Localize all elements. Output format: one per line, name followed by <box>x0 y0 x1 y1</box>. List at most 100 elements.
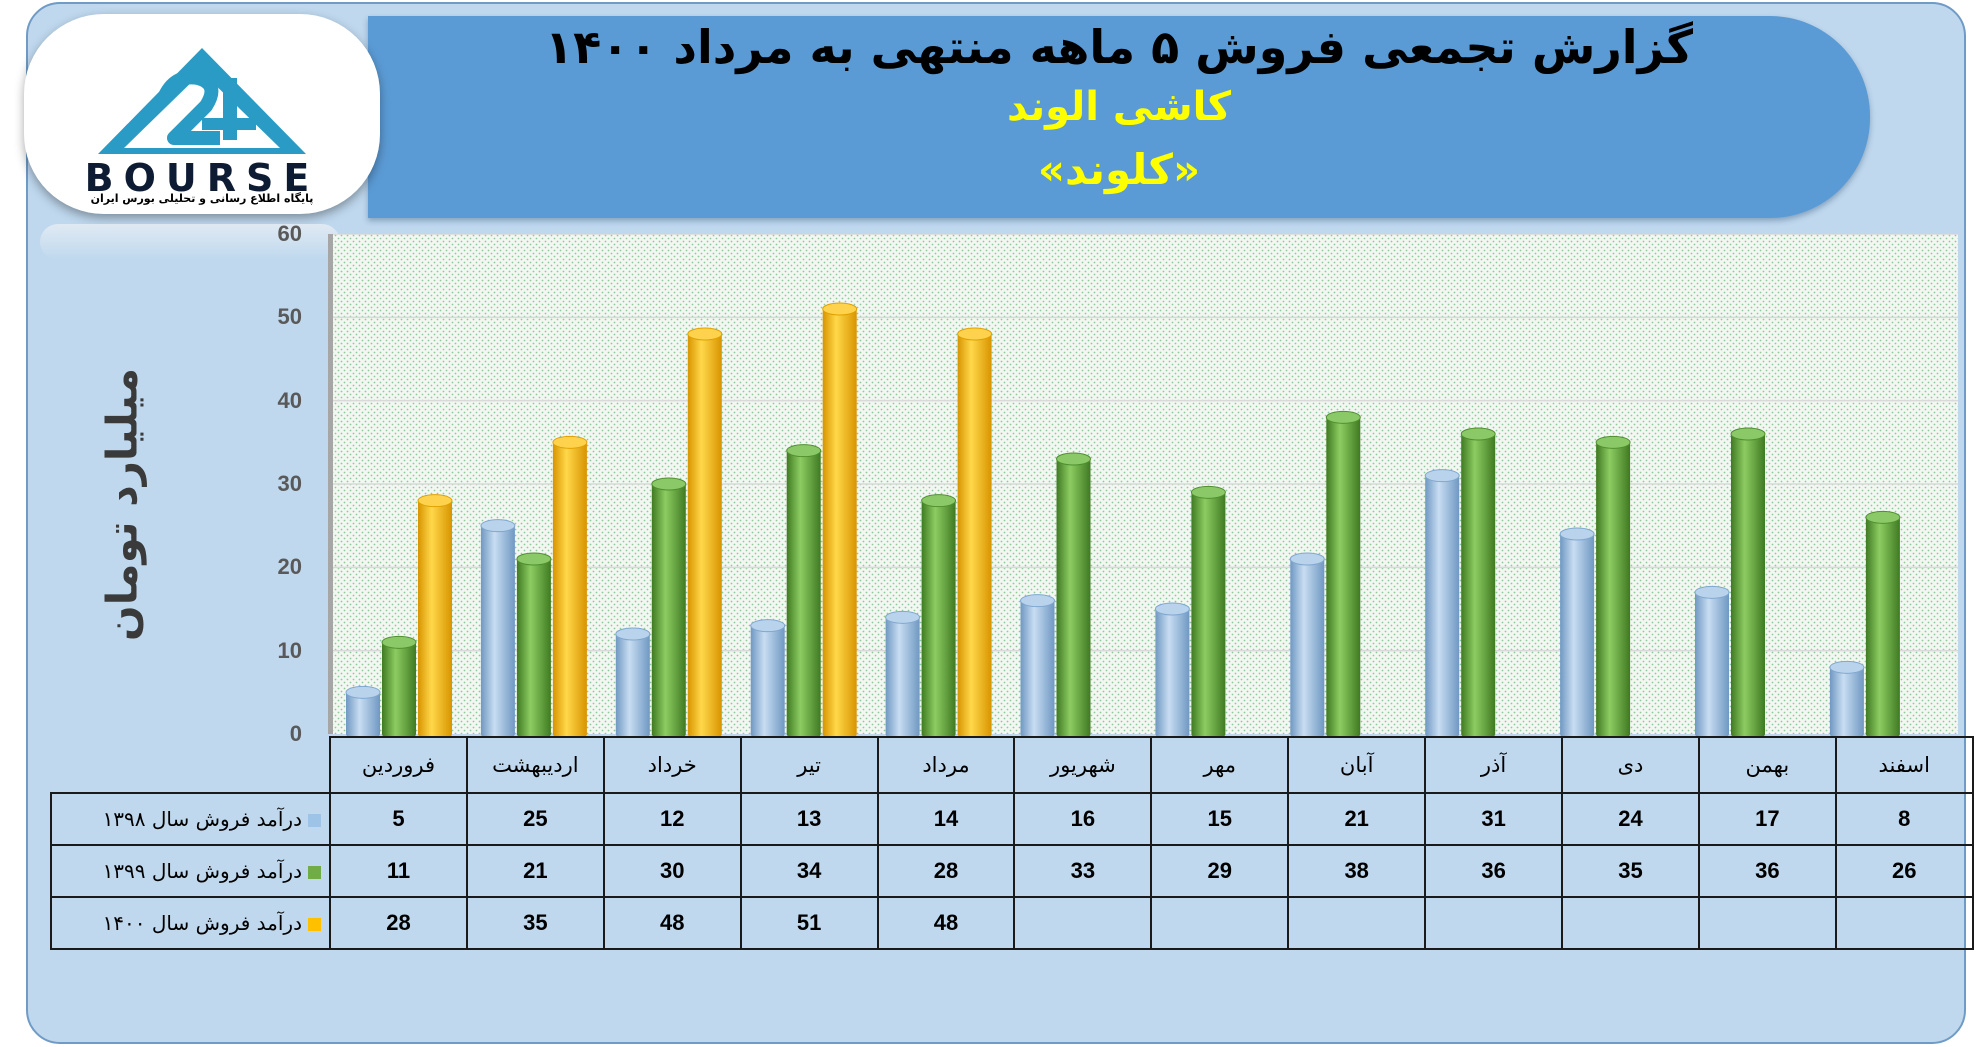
logo-subtitle: پایگاه اطلاع رسانی و تحلیلی بورس ایران <box>90 192 314 205</box>
bar <box>1289 552 1325 736</box>
table-cell <box>1424 896 1564 950</box>
bar <box>1190 485 1226 736</box>
bar <box>885 610 921 736</box>
y-tick-label: 10 <box>277 637 302 663</box>
bar <box>1865 510 1901 736</box>
table-cell: 13 <box>739 792 879 846</box>
bar <box>1424 469 1460 736</box>
table-cell: 11 <box>329 844 468 898</box>
data-table: فروردین اردیبهشت خرداد تیر مرداد شهریور مهر آبا… <box>50 736 1974 950</box>
table-cell <box>1287 896 1427 950</box>
bar <box>615 627 651 736</box>
category-label: تیر <box>739 736 879 794</box>
legend-swatch-1400 <box>308 918 321 931</box>
company-name: کاشی الوند <box>1007 84 1231 130</box>
category-label: اسفند <box>1834 736 1974 794</box>
ticker-symbol: «کلوند» <box>1037 145 1201 194</box>
legend-label-1399: درآمد فروش سال ۱۳۹۹ <box>102 859 302 883</box>
legend-swatch-1398 <box>308 814 321 827</box>
category-row: فروردین اردیبهشت خرداد تیر مرداد شهریور مهر آبا… <box>51 736 1974 794</box>
category-label: آبان <box>1287 736 1427 794</box>
bar <box>822 302 858 736</box>
y-tick-label: 60 <box>277 221 302 246</box>
table-row-1400: درآمد فروش سال ۱۴۰۰ 28 35 48 51 48 <box>50 896 1974 950</box>
table-cell: 38 <box>1287 844 1427 898</box>
table-cell: 33 <box>1013 844 1153 898</box>
legend-label-1400: درآمد فروش سال ۱۴۰۰ <box>102 911 302 935</box>
table-cell: 35 <box>465 896 605 950</box>
bar <box>345 685 381 736</box>
logo-reflection <box>40 224 340 260</box>
bar <box>957 327 993 736</box>
y-tick-label: 50 <box>277 304 302 330</box>
y-axis-wall <box>328 234 333 734</box>
legend-1398: درآمد فروش سال ۱۳۹۸ <box>50 792 331 846</box>
table-cell <box>1561 896 1700 950</box>
table-cell: 30 <box>602 844 742 898</box>
table-cell: 8 <box>1834 792 1974 846</box>
bar <box>1460 427 1496 736</box>
y-tick-label: 40 <box>277 387 302 413</box>
bar <box>750 619 786 736</box>
category-label: خرداد <box>602 736 742 794</box>
bar <box>1020 594 1055 736</box>
category-label: اردیبهشت <box>465 736 605 794</box>
bar <box>1325 410 1361 736</box>
bar <box>480 519 516 736</box>
table-cell: 48 <box>876 896 1016 950</box>
table-cell <box>1013 896 1153 950</box>
y-tick-label: 20 <box>277 554 302 580</box>
legend-swatch-1399 <box>308 866 321 879</box>
bar <box>552 435 588 736</box>
table-cell: 5 <box>329 792 468 846</box>
table-cell: 17 <box>1697 792 1837 846</box>
chart-title: گزارش تجمعی فروش ۵ ماهه منتهی به مرداد ۱… <box>545 20 1693 74</box>
table-cell: 16 <box>1013 792 1153 846</box>
bar <box>1694 585 1730 736</box>
category-label: مهر <box>1150 736 1290 794</box>
bar <box>1056 452 1091 736</box>
bar <box>1595 435 1631 736</box>
bar <box>1559 527 1595 736</box>
table-corner <box>51 737 331 794</box>
table-cell: 34 <box>739 844 879 898</box>
table-cell: 28 <box>329 896 468 950</box>
table-cell: 21 <box>465 844 605 898</box>
legend-1399: درآمد فروش سال ۱۳۹۹ <box>50 844 331 898</box>
table-cell: 15 <box>1150 792 1290 846</box>
bar <box>381 635 417 736</box>
bar <box>1154 602 1190 736</box>
table-cell: 36 <box>1697 844 1837 898</box>
table-cell: 26 <box>1834 844 1974 898</box>
bars <box>345 302 1901 736</box>
category-label: مرداد <box>876 736 1016 794</box>
chart-plot <box>328 234 1958 736</box>
category-label: شهریور <box>1013 736 1153 794</box>
bar <box>1829 660 1865 736</box>
table-cell: 21 <box>1287 792 1427 846</box>
category-label: دی <box>1561 736 1700 794</box>
table-cell <box>1697 896 1837 950</box>
table-row-1398: درآمد فروش سال ۱۳۹۸ 5 25 12 13 14 16 15 21 31 24 17… <box>50 792 1974 846</box>
table-cell <box>1834 896 1974 950</box>
bar <box>786 444 822 736</box>
bar <box>921 494 957 736</box>
table-cell: 36 <box>1424 844 1564 898</box>
logo-wordmark: BOURSE <box>84 156 320 200</box>
table-cell: 35 <box>1561 844 1700 898</box>
bourse-logo: BOURSE پایگاه اطلاع رسانی و تحلیلی بورس … <box>24 14 380 214</box>
table-cell: 25 <box>465 792 605 846</box>
y-tick-label: 30 <box>277 471 302 496</box>
table-cell: 14 <box>876 792 1016 846</box>
bourse-logo-icon <box>98 48 306 154</box>
gridlines <box>333 234 1958 652</box>
legend-label-1398: درآمد فروش سال ۱۳۹۸ <box>102 807 302 831</box>
category-label: فروردین <box>329 736 468 794</box>
table-cell: 31 <box>1424 792 1564 846</box>
bar <box>417 494 453 736</box>
bar <box>516 552 552 736</box>
y-axis-label: میلیارد تومان <box>97 367 147 642</box>
bar <box>687 327 723 736</box>
table-row-1399: درآمد فروش سال ۱۳۹۹ 11 21 30 34 28 33 29 38 36 35 3… <box>50 844 1974 898</box>
table-cell: 12 <box>602 792 742 846</box>
